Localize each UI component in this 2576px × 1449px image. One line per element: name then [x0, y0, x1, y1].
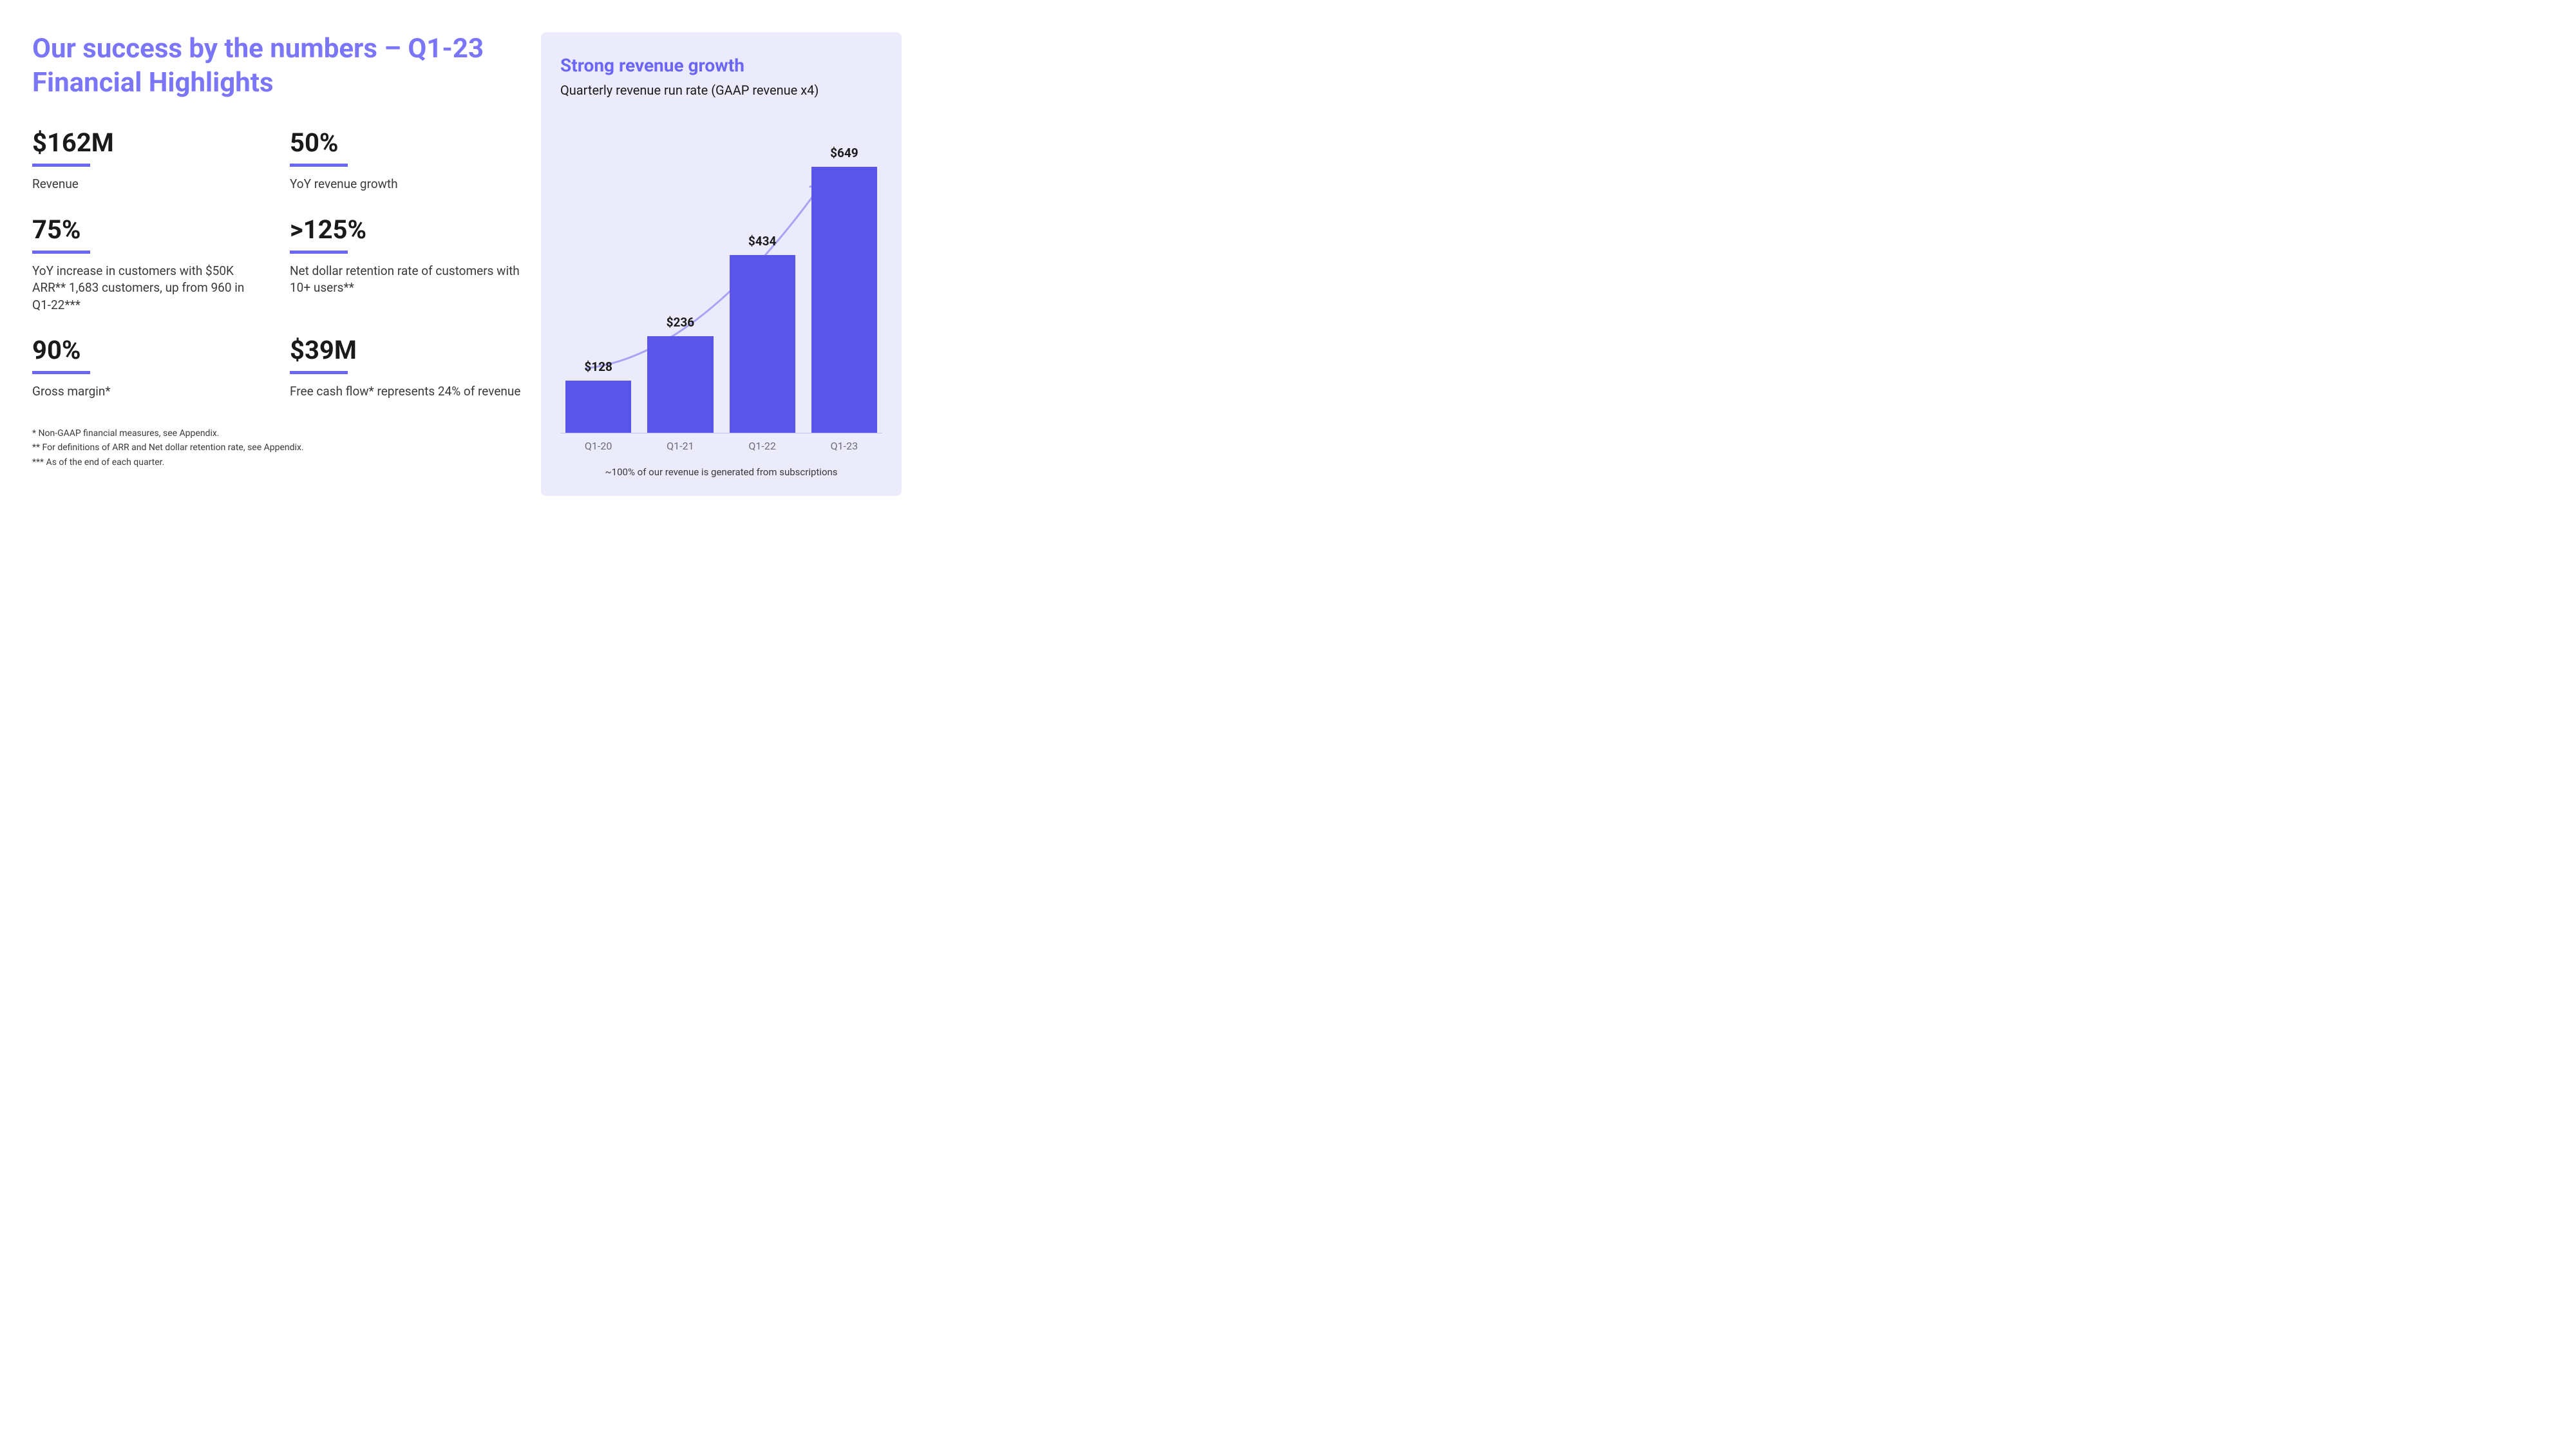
chart-footnote: ~100% of our revenue is generated from s…: [560, 466, 882, 478]
metric-net-dollar-retention: >125% Net dollar retention rate of custo…: [290, 216, 522, 314]
bar-q1-21: $236: [647, 315, 713, 433]
metric-label: Net dollar retention rate of customers w…: [290, 263, 522, 297]
bar-value-label: $236: [667, 315, 695, 330]
metric-label: Free cash flow* represents 24% of revenu…: [290, 383, 522, 401]
metrics-grid: $162M Revenue 50% YoY revenue growth 75%…: [32, 129, 522, 401]
metric-label: YoY revenue growth: [290, 176, 522, 193]
metric-underline: [290, 164, 348, 167]
bar-rect: [565, 381, 631, 433]
x-label: Q1-23: [811, 440, 877, 452]
metric-yoy-revenue-growth: 50% YoY revenue growth: [290, 129, 522, 193]
metric-label: YoY increase in customers with $50K ARR*…: [32, 263, 264, 314]
metrics-panel: Our success by the numbers – Q1-23 Finan…: [32, 32, 522, 496]
footnote-3: *** As of the end of each quarter.: [32, 455, 522, 469]
metric-label: Gross margin*: [32, 383, 264, 401]
footnote-1: * Non-GAAP financial measures, see Appen…: [32, 426, 522, 440]
chart-panel: Strong revenue growth Quarterly revenue …: [541, 32, 902, 496]
metric-value: 50%: [290, 129, 522, 157]
metric-underline: [32, 251, 90, 254]
bar-rect: [730, 255, 795, 433]
metric-customer-increase: 75% YoY increase in customers with $50K …: [32, 216, 264, 314]
bar-q1-22: $434: [730, 234, 795, 433]
metric-gross-margin: 90% Gross margin*: [32, 336, 264, 401]
metric-underline: [290, 371, 348, 374]
metric-value: >125%: [290, 216, 522, 244]
bars-container: $128 $236 $434 $649: [560, 114, 882, 433]
bar-value-label: $649: [830, 146, 858, 160]
x-label: Q1-21: [647, 440, 713, 452]
metric-underline: [32, 371, 90, 374]
bar-rect: [811, 167, 877, 433]
metric-underline: [32, 164, 90, 167]
bar-value-label: $128: [584, 359, 612, 374]
bar-value-label: $434: [748, 234, 777, 249]
chart-subtitle: Quarterly revenue run rate (GAAP revenue…: [560, 82, 882, 98]
x-axis-labels: Q1-20 Q1-21 Q1-22 Q1-23: [560, 433, 882, 452]
metric-value: 75%: [32, 216, 264, 244]
metric-underline: [290, 251, 348, 254]
bar-rect: [647, 336, 713, 433]
chart-area: $128 $236 $434 $649 Q1-20 Q1-21 Q1-22 Q1…: [560, 114, 882, 452]
metric-free-cash-flow: $39M Free cash flow* represents 24% of r…: [290, 336, 522, 401]
chart-title: Strong revenue growth: [560, 55, 882, 76]
metric-label: Revenue: [32, 176, 264, 193]
bar-q1-20: $128: [565, 359, 631, 433]
x-label: Q1-22: [730, 440, 795, 452]
x-label: Q1-20: [565, 440, 631, 452]
footnotes: * Non-GAAP financial measures, see Appen…: [32, 426, 522, 469]
bar-q1-23: $649: [811, 146, 877, 433]
metric-revenue: $162M Revenue: [32, 129, 264, 193]
metric-value: $162M: [32, 129, 264, 157]
page-title: Our success by the numbers – Q1-23 Finan…: [32, 32, 522, 100]
footnote-2: ** For definitions of ARR and Net dollar…: [32, 440, 522, 455]
metric-value: 90%: [32, 336, 264, 365]
metric-value: $39M: [290, 336, 522, 365]
